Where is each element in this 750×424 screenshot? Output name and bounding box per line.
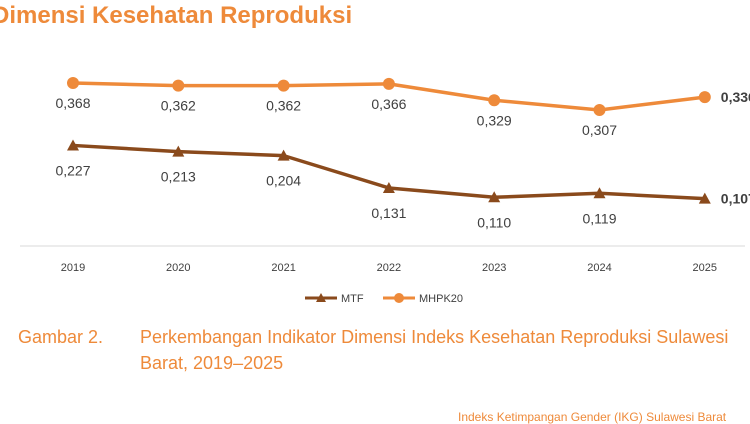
data-point-mtf — [382, 181, 395, 193]
data-point-mhpk20 — [488, 94, 501, 107]
data-label-mhpk20: 0,329 — [477, 112, 512, 128]
legend-label-mhpk20: MHPK20 — [419, 293, 463, 305]
data-label-mhpk20: 0,307 — [582, 122, 617, 138]
data-label-mhpk20: 0,368 — [55, 95, 90, 111]
data-label-mtf: 0,227 — [55, 162, 90, 178]
data-label-mtf: 0,107 — [721, 191, 750, 207]
x-tick-label: 2019 — [61, 262, 85, 274]
data-label-mtf: 0,119 — [583, 210, 617, 226]
caption-text: Perkembangan Indikator Dimensi Indeks Ke… — [140, 327, 729, 373]
chart-title: Dimensi Kesehatan Reproduksi — [0, 2, 353, 29]
data-label-mhpk20: 0,336 — [721, 89, 750, 105]
x-tick-label: 2021 — [271, 262, 295, 274]
data-point-mhpk20 — [698, 91, 711, 104]
legend-marker-mhpk20 — [394, 293, 404, 303]
data-point-mtf — [67, 139, 79, 151]
legend-label-mtf: MTF — [341, 293, 364, 305]
data-point-mtf — [277, 149, 290, 161]
data-label-mtf: 0,213 — [161, 169, 196, 185]
data-label-mhpk20: 0,362 — [266, 98, 301, 114]
data-point-mhpk20 — [172, 79, 185, 92]
data-point-mhpk20 — [593, 103, 606, 116]
data-label-mtf: 0,110 — [477, 214, 511, 230]
x-tick-label: 2022 — [377, 262, 401, 274]
page-footer: Indeks Ketimpangan Gender (IKG) Sulawesi… — [458, 410, 727, 424]
data-point-mtf — [488, 191, 501, 203]
data-point-mtf — [698, 192, 711, 204]
data-label-mhpk20: 0,362 — [161, 98, 196, 114]
x-tick-label: 2025 — [693, 262, 717, 274]
data-point-mhpk20 — [382, 77, 395, 90]
data-label-mhpk20: 0,366 — [371, 96, 406, 112]
data-label-mtf: 0,131 — [371, 205, 406, 221]
x-tick-label: 2024 — [587, 262, 611, 274]
data-label-mtf: 0,204 — [266, 173, 301, 189]
data-point-mtf — [172, 145, 185, 157]
data-point-mhpk20 — [277, 79, 290, 92]
x-tick-label: 2023 — [482, 262, 506, 274]
data-point-mhpk20 — [67, 76, 79, 89]
legend-marker-mtf — [316, 293, 326, 302]
x-tick-label: 2020 — [166, 262, 190, 274]
data-point-mtf — [593, 187, 606, 199]
line-chart: 2019 2020 2021 2022 2023 2024 2025 0,368 0,362 0,… — [20, 76, 750, 305]
caption-label: Gambar 2. — [18, 327, 104, 347]
